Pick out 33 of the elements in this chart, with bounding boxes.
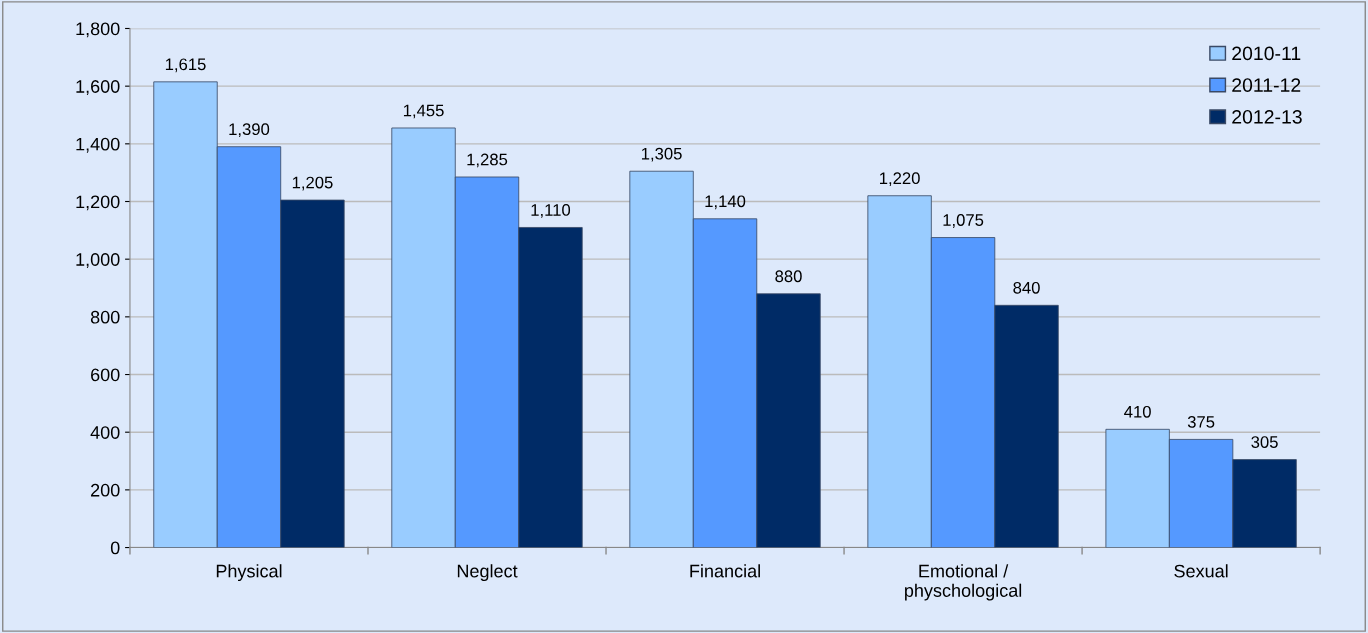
y-tick-label: 1,400 [76,137,120,153]
y-tick-label: 600 [91,368,120,382]
data-label: 305 [1251,436,1278,448]
data-label: 1,390 [229,123,270,138]
data-label: 1,455 [403,104,444,119]
y-tick-label: 1,200 [76,195,120,211]
legend-label: 2011-12 [1232,78,1301,92]
data-label: 375 [1187,415,1215,428]
data-label: 1,075 [943,214,984,228]
data-label: 1,615 [165,58,206,73]
y-tick-label: 800 [90,310,120,324]
data-label: 880 [775,270,802,283]
x-tick-label: Emotional / physchological [905,564,1022,601]
y-tick-label: 1,000 [76,253,120,269]
data-label: 410 [1124,405,1151,418]
legend-label: 2012-13 [1232,109,1302,124]
x-tick-label: Physical [216,564,282,582]
data-label: 1,110 [531,204,571,218]
data-label: 840 [1013,281,1040,294]
y-tick-label: 1,800 [76,22,120,38]
y-tick-label: 400 [90,426,120,439]
data-label: 1,305 [641,147,682,162]
data-label: 1,140 [705,195,746,210]
x-tick-label: Neglect [457,564,518,582]
y-tick-label: 1,600 [76,80,120,96]
y-tick-label: 0 [110,541,120,555]
data-label: 1,220 [880,172,920,187]
legend-label: 2010-11 [1232,46,1301,61]
x-tick-label: Sexual [1174,564,1228,578]
data-label: 1,285 [467,153,508,168]
y-tick-label: 200 [91,483,120,497]
x-tick-label: Financial [690,564,760,578]
data-label: 1,205 [292,176,333,191]
